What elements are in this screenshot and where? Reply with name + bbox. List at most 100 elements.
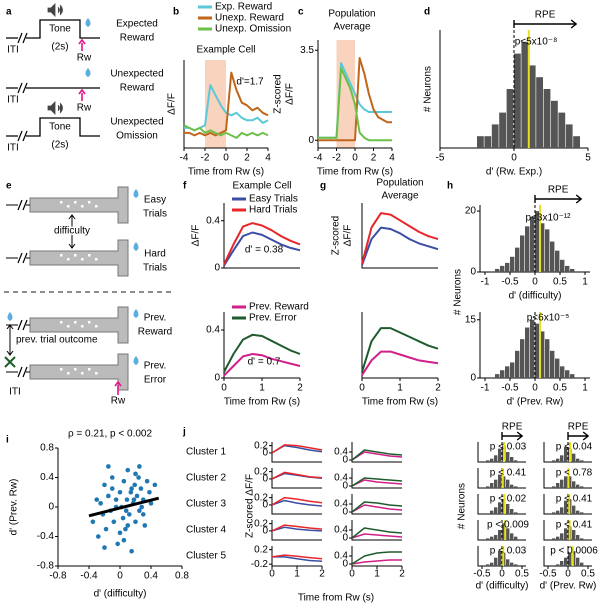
maze-cue	[74, 201, 77, 204]
panel-label: e	[6, 181, 12, 192]
p-value: p < 0.04	[556, 442, 593, 453]
axis-break	[17, 32, 28, 44]
x-tick-label: -0.8	[49, 571, 67, 582]
chart-title: Example Cell	[197, 45, 256, 56]
y-tick-label: 0.4	[40, 472, 54, 483]
histogram-bar	[510, 362, 515, 378]
line-series	[318, 67, 392, 142]
histogram-bar	[506, 89, 514, 148]
y-tick-label: 0	[342, 455, 348, 466]
histogram-bar	[484, 136, 492, 148]
histogram-bar	[500, 370, 505, 378]
x-tick-label: 0.8	[175, 571, 189, 582]
chart-title: Example Cell	[233, 181, 292, 192]
x-tick-label: -2	[201, 153, 210, 164]
histogram-bar	[580, 538, 584, 540]
scatter-point	[133, 471, 138, 477]
x-axis-label: d' (Rw. Exp.)	[486, 167, 542, 178]
maze-cue	[60, 368, 63, 371]
scatter-point	[131, 497, 137, 502]
annotation: d'=1.7	[236, 77, 264, 88]
water-drop	[133, 309, 139, 318]
rpe-label: RPE	[568, 422, 589, 433]
x-axis-label: d' (difficulty)	[509, 291, 562, 302]
histogram-bar	[486, 564, 490, 566]
histogram-bar	[491, 124, 499, 148]
histogram-bar	[490, 483, 494, 488]
x-tick-label: 5	[585, 153, 591, 164]
histogram-bar	[514, 536, 518, 540]
axis-break	[17, 130, 28, 142]
histogram-bar	[552, 512, 556, 514]
y-tick-label: 0	[308, 135, 314, 146]
panel-label: d	[424, 7, 430, 18]
y-tick-label: 0.2	[254, 544, 268, 555]
outcome-arrow	[6, 324, 14, 356]
legend-label: Exp. Reward	[215, 2, 272, 13]
line-series	[351, 527, 403, 539]
y-tick-label: 0.2	[254, 518, 268, 529]
y-tick-label: 0	[262, 474, 268, 485]
y-tick-label: 0.4	[206, 215, 220, 226]
maze-cue	[95, 258, 98, 261]
histogram-bar	[514, 460, 518, 462]
p-value: p<5x10⁻⁸	[515, 37, 558, 48]
difficulty-arrow	[68, 214, 76, 249]
histogram-bar	[576, 557, 580, 566]
x-tick-label: 0	[221, 383, 227, 394]
scatter-point	[133, 519, 138, 525]
histogram-bar	[560, 259, 565, 272]
line-series	[271, 496, 323, 506]
x-tick-label: 2	[244, 153, 250, 164]
scatter-point	[148, 501, 154, 506]
histogram-bar	[576, 535, 580, 540]
scatter-point	[117, 530, 123, 536]
scatter-point	[139, 504, 144, 510]
histogram-bar	[521, 41, 529, 148]
scatter-point	[121, 478, 127, 484]
legend-label: Easy Trials	[249, 194, 298, 205]
water-drop	[133, 356, 139, 365]
rpe-label: RPE	[502, 422, 523, 433]
axis-break	[17, 366, 28, 378]
scatter-point	[125, 523, 131, 528]
panel-label: a	[6, 7, 12, 18]
histogram-bar	[565, 370, 570, 378]
axis-break	[17, 252, 28, 264]
panel-label: c	[298, 7, 304, 18]
axes	[271, 494, 322, 515]
histogram-bar	[515, 247, 520, 272]
water-drop	[133, 189, 139, 198]
x-tick-label: 0.4	[144, 571, 158, 582]
x-tick-label: 0	[511, 153, 517, 164]
scatter-point	[137, 508, 142, 513]
x-tick-label: -4	[180, 153, 189, 164]
prev-error-label: Error	[144, 375, 167, 386]
histogram-bar	[556, 564, 560, 566]
histogram-bar	[568, 476, 572, 488]
histogram-bar	[536, 77, 543, 148]
outcome-label: Omission	[116, 131, 158, 142]
y-tick-label: 0.8	[40, 443, 54, 454]
line-series	[271, 526, 323, 532]
outcome-label: Reward	[120, 33, 154, 44]
tone-label: Tone	[49, 122, 71, 133]
histogram-bar	[506, 479, 510, 488]
speaker-icon	[47, 3, 63, 17]
histogram-bar	[564, 500, 568, 514]
histogram-bar	[506, 528, 510, 540]
maze-track	[29, 353, 129, 391]
y-axis-label: ΔF/F	[343, 225, 354, 247]
x-tick-label: -5	[436, 153, 445, 164]
cluster-name: Cluster 1	[186, 447, 226, 458]
histogram-bar	[576, 458, 580, 462]
x-tick-label: 2	[399, 569, 405, 580]
scatter-point	[106, 464, 111, 469]
y-tick-label: 0	[262, 448, 268, 459]
rpe-arrow	[513, 19, 578, 29]
panel-label: f	[183, 181, 187, 192]
chart-title: ρ = 0.21, p < 0.002	[68, 429, 153, 440]
legend-label: Hard Trials	[249, 205, 297, 216]
histogram-bar	[500, 265, 505, 272]
maze-cue	[95, 372, 98, 375]
